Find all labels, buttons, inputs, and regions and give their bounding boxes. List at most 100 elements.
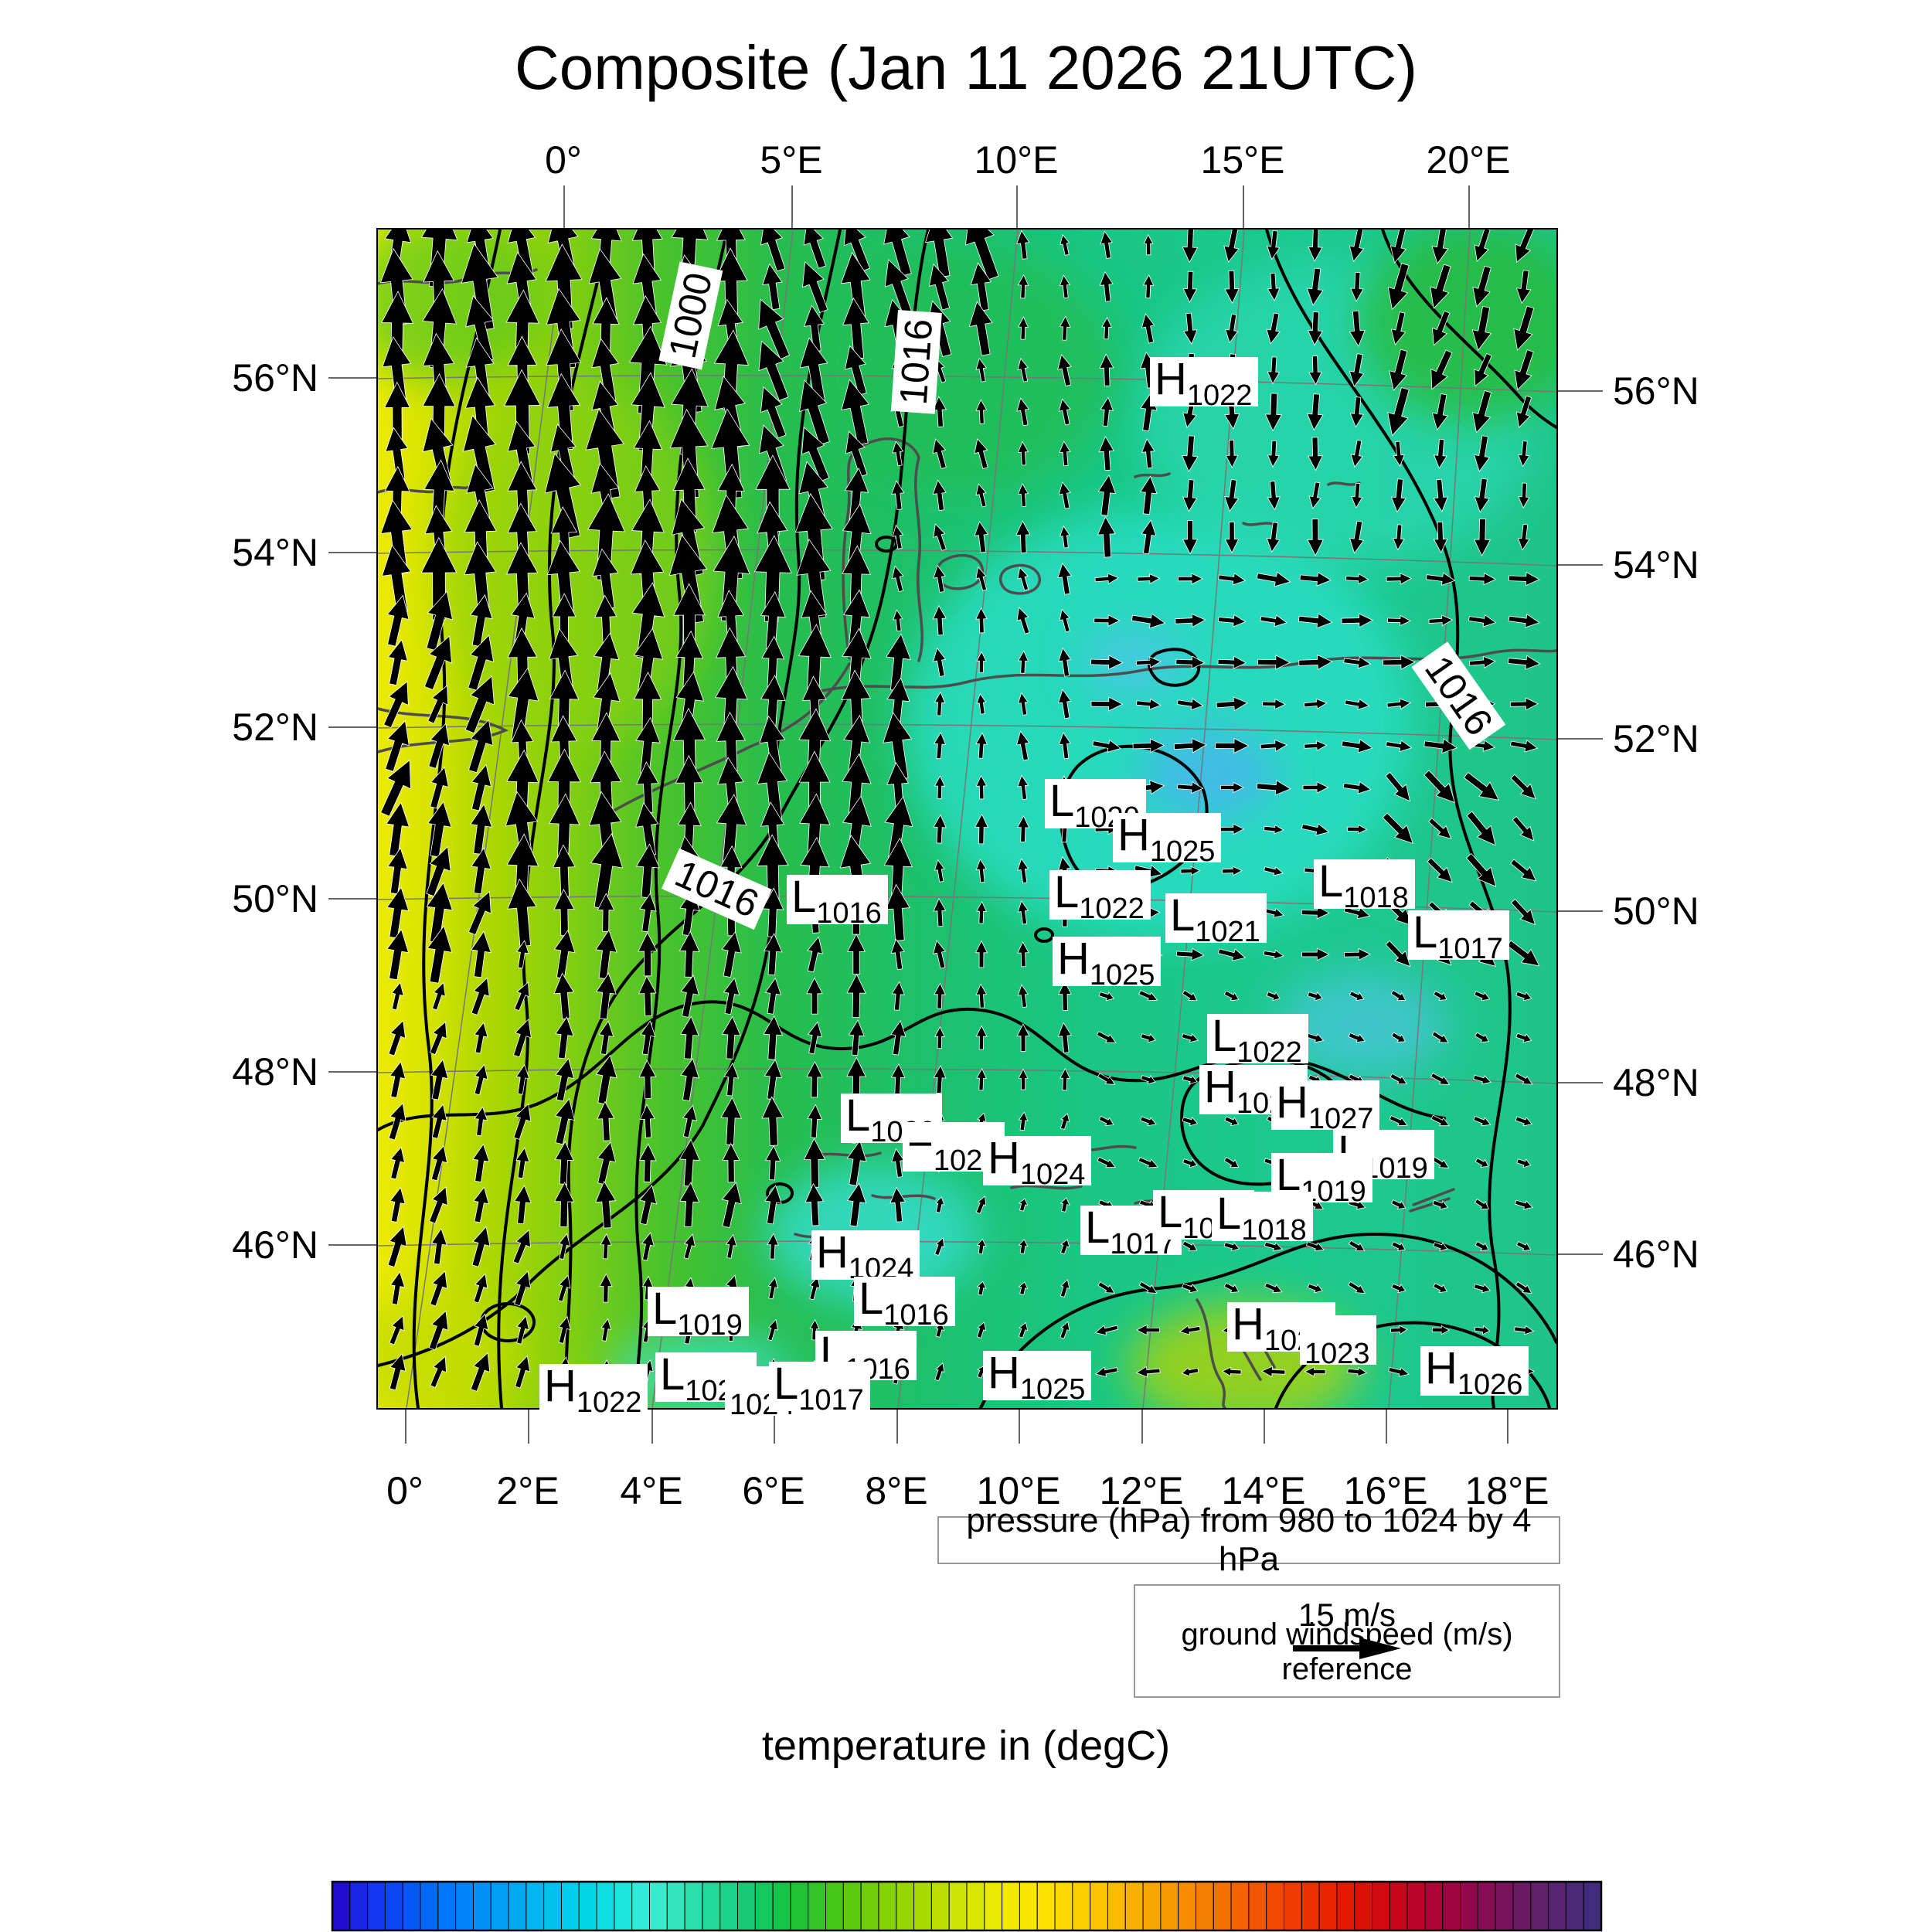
axis-tick-right [1555,1082,1603,1083]
pressure-center-value: 1019 [677,1309,743,1342]
pressure-center-label: H1025 [1227,1302,1336,1355]
pressure-center-label: H1022 [539,1364,648,1417]
colorbar-segment [578,1881,597,1931]
colorbar-segment [1107,1881,1126,1931]
colorbar-segment [1389,1881,1408,1931]
pressure-center-letter: H [1204,1062,1236,1112]
pressure-center-letter: L [1170,890,1196,940]
colorbar-segment [631,1881,651,1931]
colorbar-segment [737,1881,756,1931]
axis-label-right: 56°N [1613,369,1699,413]
pressure-center-label: L1017 [769,1359,870,1415]
page-title: Composite (Jan 11 2026 21UTC) [515,33,1417,102]
axis-label-right: 46°N [1613,1233,1699,1276]
pressure-center-letter: L [1212,1011,1237,1061]
axis-label-bottom: 0° [386,1469,423,1512]
pressure-center-letter: L [791,872,817,922]
colorbar-segment [367,1881,386,1931]
colorbar-segment [1512,1881,1532,1931]
colorbar-segment [913,1881,932,1931]
colorbar-segment [437,1881,457,1931]
colorbar-segment [349,1881,369,1931]
colorbar-segment [1124,1881,1144,1931]
pressure-center-label: L1019 [648,1287,749,1340]
colorbar-segment [1406,1881,1426,1931]
axis-label-left: 50°N [232,877,318,920]
axis-tick-right [1555,738,1603,740]
colorbar-segment [1460,1881,1478,1931]
contour-label: 1016 [890,309,942,414]
colorbar-segment [1054,1881,1073,1931]
pressure-center-label: H1025 [1053,934,1162,990]
colorbar-segment [1195,1881,1214,1931]
axis-label-left: 54°N [232,531,318,574]
axis-tick-bottom [1019,1406,1020,1444]
pressure-center-label: H1024 [983,1133,1092,1189]
colorbar-segment [772,1881,791,1931]
axis-label-bottom: 4°E [620,1469,683,1512]
axis-label-bottom: 14°E [1221,1469,1306,1512]
colorbar-segment [1318,1881,1338,1931]
axis-tick-top [791,185,793,228]
axis-tick-top [1016,185,1018,228]
pressure-center-label: H1022 [1150,357,1259,410]
pressure-center-label: L1018 [1212,1192,1313,1245]
axis-label-bottom: 8°E [865,1469,928,1512]
pressure-center-letter: L [1276,1150,1301,1200]
colorbar-segment [896,1881,915,1931]
axis-tick-right [1555,910,1603,912]
colorbar-segment [719,1881,739,1931]
pressure-center-letter: H [1057,934,1090,984]
axis-label-top: 10°E [974,138,1059,182]
axis-tick-left [328,898,376,900]
colorbar-segment [402,1881,421,1931]
pressure-center-value: 1016 [816,897,882,930]
pressure-center-letter: L [1085,1202,1111,1253]
pressure-center-letter: L [1413,907,1438,957]
colorbar-segment [790,1881,809,1931]
axis-label-bottom: 6°E [742,1469,805,1512]
axis-tick-left [328,726,376,728]
pressure-center-value: 1025 [1019,1373,1086,1406]
colorbar-segment [1002,1881,1020,1931]
axis-tick-left [328,1244,376,1246]
pressure-center-value: 1018 [1343,882,1409,914]
axis-tick-bottom [1141,1406,1143,1444]
axis-label-top: 5°E [760,138,823,182]
pressure-center-value: 1023 [1304,1338,1370,1370]
wind-reference-arrow-icon [1293,1638,1401,1659]
colorbar-segment [596,1881,615,1931]
colorbar-segment [1477,1881,1496,1931]
colorbar-segment [1213,1881,1232,1931]
axis-label-bottom: 10°E [976,1469,1061,1512]
colorbar-segment [1424,1881,1444,1931]
pressure-center-letter: H [1425,1343,1458,1393]
colorbar-segment [1301,1881,1320,1931]
colorbar-segment [1372,1881,1390,1931]
axis-tick-right [1555,390,1603,392]
pressure-center-value: 1016 [883,1299,949,1332]
pressure-center-letter: H [988,1133,1020,1183]
colorbar-segment [1530,1881,1549,1931]
axis-tick-bottom [774,1406,775,1444]
colorbar-segment [948,1881,968,1931]
axis-label-top: 15°E [1200,138,1285,182]
map-frame [376,228,1558,1410]
pressure-center-letter: H [1117,810,1150,860]
colorbar-segment [842,1881,862,1931]
axis-label-left: 46°N [232,1223,318,1267]
pressure-center-value: 1017 [798,1384,864,1417]
pressure-center-letter: L [660,1349,685,1400]
colorbar-segment [1284,1881,1302,1931]
colorbar-segment [754,1881,774,1931]
pressure-center-value: 1025 [1149,835,1216,868]
pressure-center-letter: L [774,1359,799,1409]
pressure-center-label: L1017 [1408,907,1509,964]
colorbar-segment [384,1881,403,1931]
axis-label-bottom: 16°E [1343,1469,1428,1512]
colorbar-segment [1036,1881,1056,1931]
pressure-center-value: 1018 [1241,1214,1307,1247]
axis-tick-bottom [651,1406,653,1444]
colorbar-segment [666,1881,685,1931]
pressure-center-label: H1024 [811,1230,920,1284]
